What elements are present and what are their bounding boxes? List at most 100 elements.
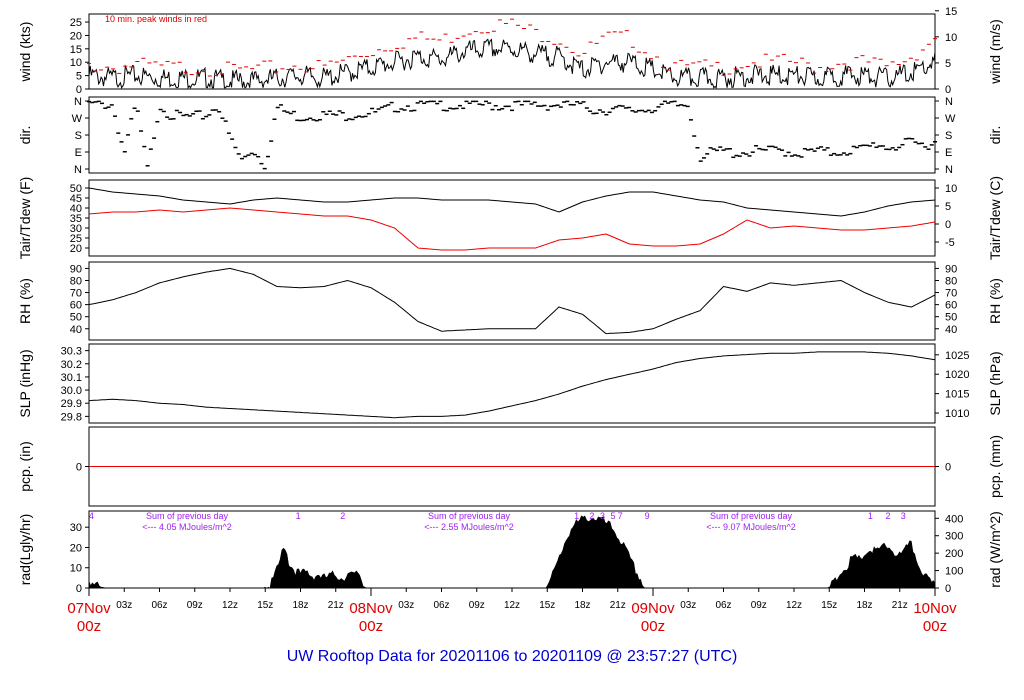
temp-y2tick-label: -5 (945, 237, 955, 249)
wind-ytick-label: 10 (70, 57, 82, 69)
rh-ytick-label: 50 (70, 312, 82, 324)
temp-y2tick-label: 10 (945, 183, 957, 195)
x-day-label: 10Nov (913, 600, 957, 617)
temp-ytick-label: 20 (70, 243, 82, 255)
rh-ytick-label: 80 (70, 275, 82, 287)
dir-ytick-label: N (74, 164, 82, 176)
dir-ytick-label: N (74, 96, 82, 108)
slp-ytick-label: 30.1 (61, 372, 82, 384)
x-tick-label: 06z (715, 600, 731, 611)
temp-y2label: Tair/Tdew (C) (987, 176, 1003, 260)
wind-note: 10 min. peak winds in red (105, 14, 207, 24)
wind-y2tick-label: 0 (945, 84, 951, 96)
x-tick-label: 12z (786, 600, 802, 611)
x-tick-label: 21z (892, 600, 908, 611)
temp-ytick-label: 25 (70, 233, 82, 245)
x-day-label: 08Nov (349, 600, 393, 617)
dir-frame (88, 96, 936, 174)
x-day-label: 09Nov (631, 600, 675, 617)
radiation-hour-annotation: 2 (885, 511, 890, 521)
rad-ytick-label: 0 (76, 583, 82, 595)
x-tick-label: 09z (469, 600, 485, 611)
wind-ytick-label: 15 (70, 44, 82, 56)
slp-ytick-label: 30.2 (61, 359, 82, 371)
rh-ytick-label: 40 (70, 324, 82, 336)
wind-ytick-label: 25 (70, 17, 82, 29)
slp-series-line-0 (88, 351, 936, 419)
x-tick-label: 03z (116, 600, 132, 611)
rh-y2tick-label: 40 (945, 324, 957, 336)
x-tick-label: 09z (187, 600, 203, 611)
radiation-hour-annotation: 1 (296, 511, 301, 521)
slp-ytick-label: 29.8 (61, 411, 82, 423)
slp-y2tick-label: 1020 (945, 369, 969, 381)
daily-sum-value: <--- 4.05 MJoules/m^2 (142, 522, 232, 532)
temp-series-line-1 (88, 207, 936, 251)
rad-ylabel: rad(Lgly/hr) (17, 514, 33, 586)
wind-ytick-label: 20 (70, 30, 82, 42)
x-tick-label: 21z (610, 600, 626, 611)
x-tick-label: 09z (751, 600, 767, 611)
temp-y2tick-label: 5 (945, 201, 951, 213)
x-tick-label: 18z (292, 600, 308, 611)
rad-ytick-label: 10 (70, 563, 82, 575)
dir-y2tick-label: E (945, 147, 952, 159)
rh-y2tick-label: 70 (945, 288, 957, 300)
rh-y2tick-label: 80 (945, 275, 957, 287)
rad-ytick-label: 30 (70, 522, 82, 534)
dir-ytick-label: S (75, 130, 82, 142)
dir-y2tick-label: W (945, 113, 956, 125)
x-tick-label: 15z (257, 600, 273, 611)
daily-sum-label: Sum of previous day (146, 511, 229, 521)
dir-ytick-label: W (72, 113, 83, 125)
temp-ytick-label: 30 (70, 223, 82, 235)
wind-ylabel: wind (kts) (17, 22, 33, 83)
slp-ylabel: SLP (inHg) (17, 349, 33, 417)
radiation-hour-annotation: 9 (645, 511, 650, 521)
x-tick-label: 21z (328, 600, 344, 611)
rad-y2label: rad (W/m^2) (987, 511, 1003, 588)
radiation-area (88, 515, 936, 589)
x-tick-label: 03z (398, 600, 414, 611)
dir-y2tick-label: N (945, 164, 953, 176)
wind-y2tick-label: 15 (945, 6, 957, 18)
pcp-ytick-label: 0 (76, 462, 82, 474)
rad-ytick-label: 20 (70, 542, 82, 554)
radiation-hour-annotation: 7 (618, 511, 623, 521)
dir-y2tick-label: N (945, 96, 953, 108)
temp-ytick-label: 40 (70, 203, 82, 215)
x-day-label: 07Nov (67, 600, 111, 617)
pcp-y2tick-label: 0 (945, 462, 951, 474)
rad-y2tick-label: 100 (945, 566, 963, 578)
temp-series-line-0 (88, 187, 936, 217)
temp-ylabel: Tair/Tdew (F) (17, 177, 33, 259)
daily-sum-value: <--- 2.55 MJoules/m^2 (424, 522, 514, 532)
x-tick-label: 12z (222, 600, 238, 611)
rad-y2tick-label: 400 (945, 513, 963, 525)
daily-sum-value: <--- 9.07 MJoules/m^2 (706, 522, 796, 532)
rh-y2tick-label: 90 (945, 263, 957, 275)
wind-ytick-label: 0 (76, 84, 82, 96)
radiation-hour-annotation: 5 (611, 511, 616, 521)
x-day-time-label: 00z (77, 618, 101, 635)
x-day-time-label: 00z (923, 618, 947, 635)
x-tick-label: 15z (539, 600, 555, 611)
slp-y2tick-label: 1010 (945, 408, 969, 420)
wind-y2tick-label: 5 (945, 58, 951, 70)
rh-ytick-label: 60 (70, 300, 82, 312)
wind-y2tick-label: 10 (945, 32, 957, 44)
slp-ytick-label: 30.3 (61, 346, 82, 358)
rad-y2tick-label: 200 (945, 548, 963, 560)
wind-frame (88, 13, 936, 90)
temp-ytick-label: 45 (70, 193, 82, 205)
slp-y2label: SLP (hPa) (987, 351, 1003, 415)
temp-y2tick-label: 0 (945, 219, 951, 231)
rh-ylabel: RH (%) (17, 278, 33, 324)
pcp-ylabel: pcp. (in) (17, 441, 33, 492)
slp-frame (88, 343, 936, 424)
rh-ytick-label: 90 (70, 263, 82, 275)
x-tick-label: 03z (680, 600, 696, 611)
rh-series-line-0 (88, 267, 936, 335)
radiation-hour-annotation: 1 (868, 511, 873, 521)
radiation-hour-annotation: 3 (901, 511, 906, 521)
